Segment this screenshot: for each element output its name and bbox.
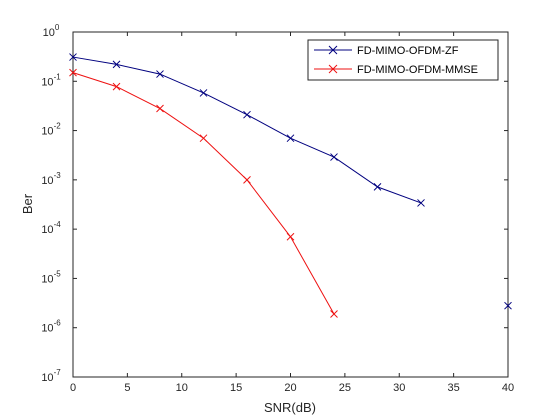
y-tick-base: 10 xyxy=(41,372,53,384)
data-point-marker xyxy=(417,199,425,207)
x-tick-label: 25 xyxy=(339,382,351,394)
legend-label-mmse: FD-MIMO-OFDM-MMSE xyxy=(357,64,478,76)
legend-label-zf: FD-MIMO-OFDM-ZF xyxy=(357,45,459,57)
data-point-marker xyxy=(286,232,295,241)
data-point-marker xyxy=(112,60,121,69)
x-tick-label: 20 xyxy=(284,382,296,394)
data-point-marker xyxy=(69,68,77,77)
data-point-marker xyxy=(199,134,208,143)
y-tick-base: 10 xyxy=(41,273,53,285)
series-0 xyxy=(69,53,512,310)
data-point-marker xyxy=(330,153,338,161)
data-point-marker xyxy=(504,301,512,310)
plot-area xyxy=(72,31,509,378)
data-point-marker xyxy=(330,310,338,318)
legend-box xyxy=(307,39,499,81)
data-point-marker xyxy=(286,134,295,143)
x-tick-label: 30 xyxy=(393,382,405,394)
y-tick-exponent: -4 xyxy=(54,220,62,229)
data-point-marker xyxy=(243,110,251,119)
y-tick-exponent: -3 xyxy=(54,171,62,180)
y-tick-label: 10-2 xyxy=(41,122,61,138)
y-axis-label: Ber xyxy=(20,193,35,214)
y-tick-label: 10-1 xyxy=(41,72,61,88)
y-tick-exponent: -7 xyxy=(54,368,62,377)
data-point-marker xyxy=(156,70,164,78)
y-tick-label: 10-6 xyxy=(41,319,61,335)
x-tick-label: 5 xyxy=(124,382,130,394)
y-tick-label: 10-3 xyxy=(41,171,61,187)
axis-ticks: 0 5 10 15 20 25 30 35 4010010-110-210-310-410-51… xyxy=(41,23,514,394)
legend-marker-zf xyxy=(328,45,338,55)
y-tick-label: 10-4 xyxy=(41,220,61,236)
y-tick-base: 10 xyxy=(41,76,53,88)
y-tick-exponent: -5 xyxy=(54,269,62,278)
y-tick-base: 10 xyxy=(41,175,53,187)
x-axis-label: SNR(dB) xyxy=(264,400,316,415)
y-tick-exponent: -1 xyxy=(54,72,62,81)
y-tick-base: 10 xyxy=(41,323,53,335)
data-point-marker xyxy=(373,183,382,191)
y-tick-label: 100 xyxy=(43,23,60,39)
series-layer xyxy=(69,53,512,318)
series-1 xyxy=(69,68,338,318)
y-tick-exponent: -6 xyxy=(54,319,62,328)
y-tick-base: 10 xyxy=(41,126,53,138)
x-tick-label: 15 xyxy=(230,382,242,394)
data-point-marker xyxy=(69,53,77,61)
y-tick-label: 10-7 xyxy=(41,368,61,384)
y-tick-exponent: 0 xyxy=(55,23,60,32)
x-tick-label: 40 xyxy=(502,382,514,394)
legend: FD-MIMO-OFDM-ZF FD-MIMO-OFDM-MMSE xyxy=(307,39,499,81)
x-tick-label: 35 xyxy=(448,382,460,394)
y-tick-exponent: -2 xyxy=(54,122,62,131)
y-tick-label: 10-5 xyxy=(41,269,61,285)
x-tick-label: 0 xyxy=(70,382,76,394)
y-tick-base: 10 xyxy=(43,27,55,39)
data-point-marker xyxy=(199,89,208,97)
x-tick-label: 10 xyxy=(176,382,188,394)
y-tick-base: 10 xyxy=(41,224,53,236)
legend-marker-mmse xyxy=(328,64,338,74)
data-point-marker xyxy=(156,104,164,113)
data-point-marker xyxy=(112,82,121,91)
data-point-marker xyxy=(243,176,251,184)
